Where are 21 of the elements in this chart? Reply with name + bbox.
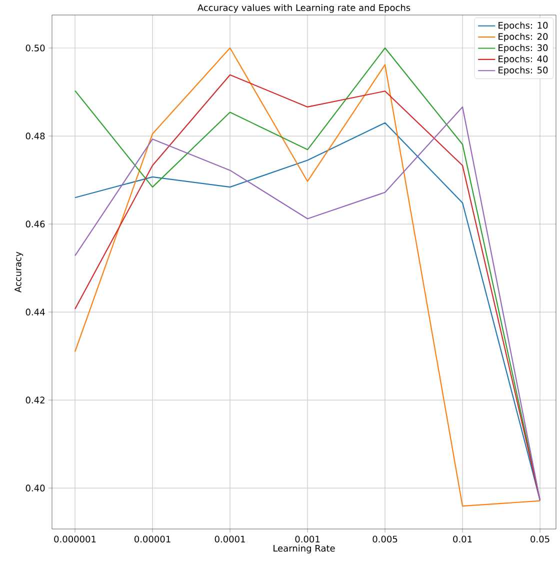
y-tick-label: 0.42 (26, 396, 44, 404)
legend-label: Epochs: 10 (498, 22, 548, 30)
y-tick-label: 0.44 (26, 308, 45, 316)
legend-label: Epochs: 50 (498, 66, 548, 76)
y-tick-label: 0.46 (26, 220, 45, 228)
x-tick-label: 0.00001 (134, 536, 170, 542)
y-tick-label: 0.50 (26, 44, 45, 52)
x-tick-label: 0.05 (530, 536, 550, 542)
y-tick-label: 0.40 (26, 484, 45, 492)
legend-label: Epochs: 20 (498, 32, 548, 42)
x-tick-label: 0.005 (372, 536, 398, 542)
x-tick-label: 0.0001 (214, 536, 245, 542)
x-axis-title: Learning Rate (274, 544, 335, 554)
y-axis-title: Accuracy (14, 252, 24, 292)
x-tick-label: 0.001 (295, 536, 320, 542)
y-tick-label: 0.48 (26, 132, 45, 140)
chart-title: Accuracy values with Learning rate and Epochs (197, 4, 410, 13)
x-tick-label: 0.000001 (54, 536, 96, 542)
legend-label: Epochs: 30 (498, 44, 548, 53)
legend-label: Epochs: 40 (498, 55, 548, 64)
x-tick-label: 0.01 (453, 536, 472, 542)
